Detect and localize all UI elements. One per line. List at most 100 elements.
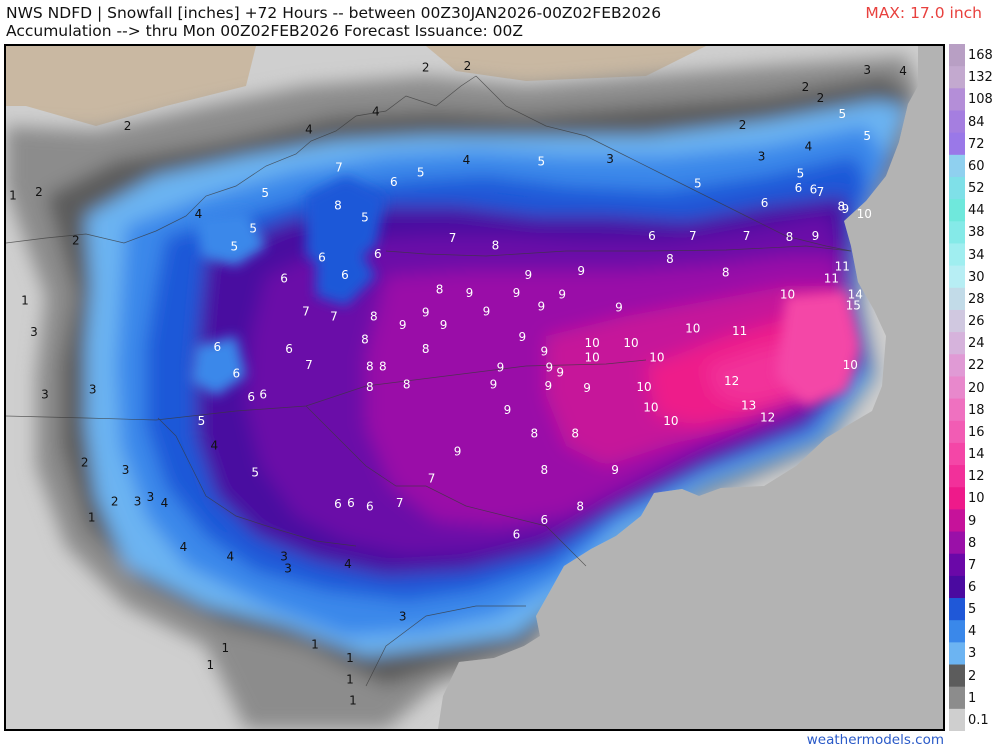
colorbar-swatch (949, 398, 965, 422)
colorbar-swatch (949, 598, 965, 621)
snowfall-value-label: 7 (335, 161, 343, 175)
colorbar-tick-label: 10 (968, 491, 985, 507)
snowfall-value-label: 4 (195, 207, 203, 221)
snowfall-value-label: 3 (863, 63, 871, 77)
snowfall-value-label: 8 (722, 265, 730, 279)
colorbar-tick-label: 168 (968, 48, 993, 64)
snowfall-value-label: 2 (802, 80, 810, 94)
snowfall-colorbar (949, 44, 965, 731)
snowfall-value-label: 9 (545, 361, 553, 375)
snowfall-value-label: 5 (361, 211, 369, 225)
snowfall-value-label: 6 (259, 387, 267, 401)
snowfall-value-label: 7 (305, 358, 313, 372)
snowfall-value-label: 5 (417, 165, 425, 179)
colorbar-swatch (949, 509, 965, 533)
snowfall-value-label: 6 (318, 251, 326, 265)
colorbar-tick-label: 38 (968, 225, 985, 241)
snowfall-value-label: 3 (41, 387, 49, 401)
colorbar-tick-label: 1 (968, 690, 977, 706)
snowfall-value-label: 3 (89, 382, 97, 396)
snowfall-value-label: 10 (623, 336, 638, 350)
snowfall-value-label: 6 (285, 342, 293, 356)
snowfall-value-label: 1 (311, 637, 319, 651)
snowfall-value-label: 4 (344, 557, 352, 571)
colorbar-swatch (949, 420, 965, 444)
snowfall-value-label: 6 (795, 181, 803, 195)
colorbar-swatch (949, 376, 965, 400)
snowfall-value-label: 10 (649, 351, 664, 365)
snowfall-value-label: 6 (761, 196, 769, 210)
colorbar-swatch (949, 686, 965, 710)
colorbar-tick-label: 108 (968, 92, 993, 108)
snowfall-value-label: 6 (374, 247, 382, 261)
snowfall-value-label: 3 (134, 495, 142, 509)
colorbar-swatch (949, 176, 965, 200)
snowfall-value-label: 4 (463, 153, 471, 167)
snowfall-value-label: 5 (251, 465, 259, 479)
snowfall-value-label: 10 (857, 207, 872, 221)
colorbar-tick-label: 44 (968, 203, 985, 219)
snowfall-value-label: 8 (786, 230, 794, 244)
snowfall-value-label: 2 (35, 185, 43, 199)
snowfall-value-label: 9 (454, 445, 462, 459)
snowfall-value-label: 4 (805, 140, 813, 154)
snowfall-value-label: 10 (643, 401, 658, 415)
snowfall-value-label: 7 (449, 231, 457, 245)
snowfall-value-label: 9 (615, 301, 623, 315)
snowfall-value-label: 8 (530, 426, 538, 440)
snowfall-value-label: 4 (226, 550, 234, 564)
snowfall-value-label: 9 (544, 379, 552, 393)
colorbar-tick-label: 9 (968, 513, 977, 529)
snowfall-value-label: 6 (280, 272, 288, 286)
colorbar-swatch (949, 553, 965, 577)
snowfall-value-label: 2 (124, 119, 132, 133)
snowfall-value-label: 10 (780, 287, 795, 301)
snowfall-value-label: 6 (347, 496, 355, 510)
snowfall-value-label: 8 (370, 309, 378, 323)
colorbar-tick-label: 34 (968, 247, 985, 263)
colorbar-tick-label: 14 (968, 447, 985, 462)
snowfall-value-label: 3 (758, 150, 766, 164)
snowfall-value-label: 9 (558, 287, 566, 301)
colorbar-tick-label: 4 (968, 624, 977, 640)
snowfall-value-label: 2 (817, 91, 825, 105)
colorbar-swatch (949, 199, 965, 222)
snowfall-value-label: 8 (361, 332, 369, 346)
snowfall-value-label: 8 (837, 200, 845, 214)
snowfall-value-label: 9 (422, 306, 430, 320)
snowfall-value-label: 9 (497, 361, 505, 375)
snowfall-value-label: 9 (504, 403, 512, 417)
snowfall-value-label: 7 (428, 472, 436, 486)
colorbar-tick-label: 6 (968, 580, 977, 595)
map-subtitle: Accumulation --> thru Mon 00Z02FEB2026 F… (6, 22, 523, 40)
snowfall-value-label: 9 (611, 463, 619, 477)
snowfall-value-label: 6 (810, 182, 818, 196)
colorbar-tick-label: 8 (968, 535, 977, 551)
snowfall-value-label: 3 (147, 490, 155, 504)
snowfall-value-label: 9 (537, 300, 545, 314)
snowfall-value-label: 7 (817, 185, 825, 199)
colorbar-tick-label: 18 (968, 402, 985, 418)
snowfall-value-label: 6 (213, 340, 221, 354)
colorbar-swatch (949, 531, 965, 555)
colorbar-tick-label: 26 (968, 314, 985, 329)
colorbar-swatch (949, 442, 965, 466)
snowfall-value-label: 8 (576, 500, 584, 514)
snowfall-value-label: 8 (366, 380, 374, 394)
snowfall-value-label: 3 (399, 609, 407, 623)
snowfall-value-label: 8 (492, 239, 500, 253)
max-value-label: MAX: 17.0 inch (865, 4, 982, 22)
colorbar-swatch (949, 287, 965, 311)
colorbar-swatch (949, 154, 965, 178)
snowfall-value-label: 9 (490, 378, 498, 392)
snowfall-value-label: 6 (341, 268, 349, 282)
colorbar-tick-label: 30 (968, 269, 985, 285)
snowfall-value-label: 6 (366, 500, 374, 514)
colorbar-swatch (949, 620, 965, 643)
snowfall-value-label: 1 (21, 293, 29, 307)
colorbar-swatch (949, 465, 965, 488)
snowfall-value-label: 5 (261, 186, 269, 200)
credit-link[interactable]: weathermodels.com (806, 732, 944, 748)
snowfall-value-label: 2 (739, 118, 747, 132)
